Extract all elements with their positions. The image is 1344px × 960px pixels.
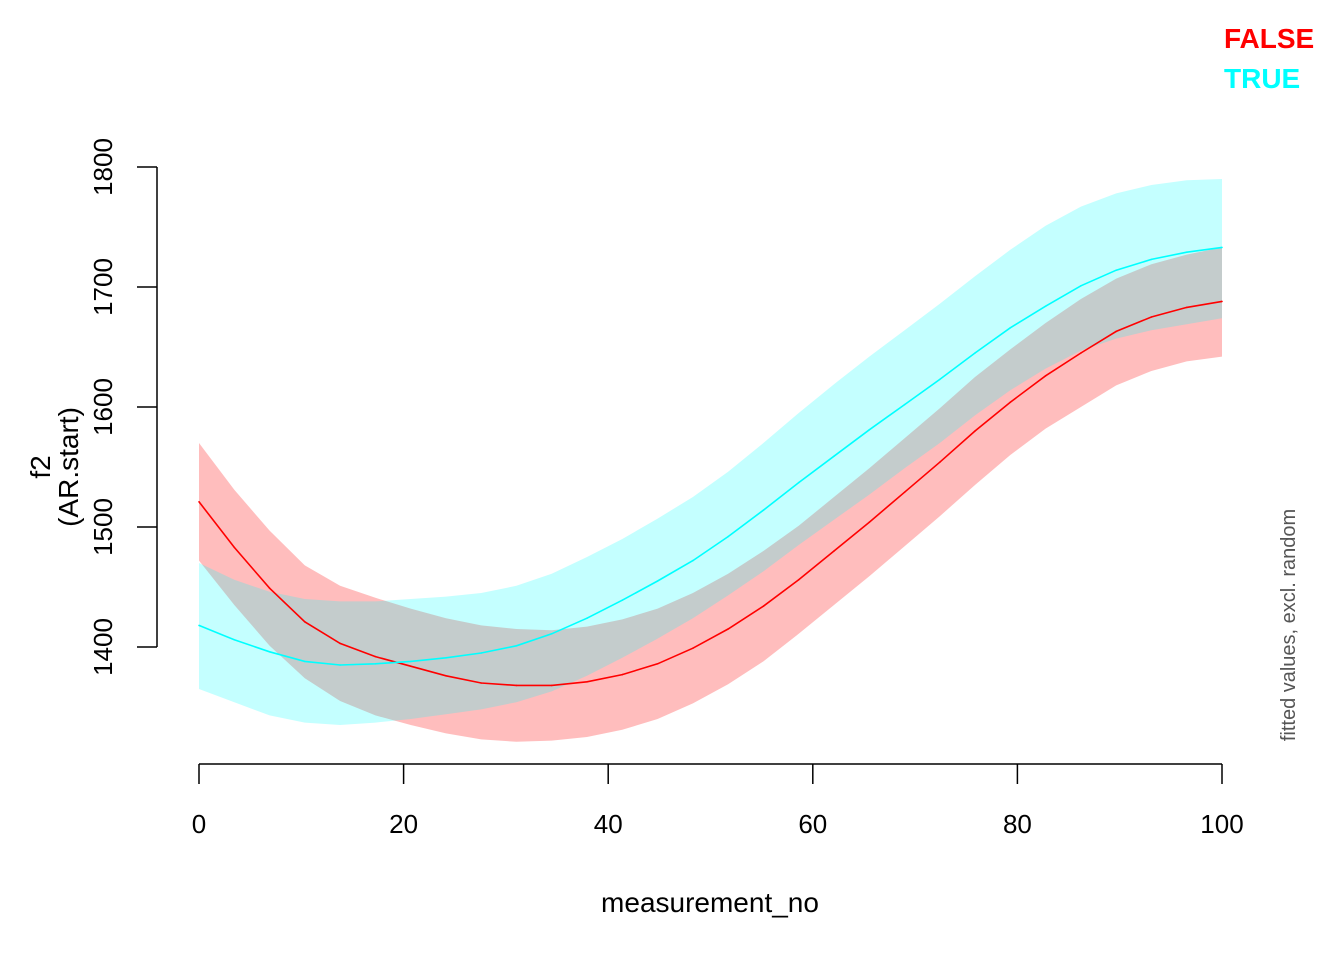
data-point-false — [974, 430, 976, 432]
data-point-false — [868, 521, 871, 523]
data-point-false — [1115, 330, 1117, 333]
data-point-true — [374, 663, 377, 665]
data-point-false — [727, 628, 729, 630]
data-point-false — [1044, 375, 1047, 377]
data-point-false — [692, 647, 694, 649]
fit-line-false — [198, 300, 1223, 687]
y-ticks: 1400 1500 1600 1700 1800 — [88, 138, 157, 676]
data-point-true — [233, 639, 236, 641]
y-tick-label: 1700 — [88, 258, 118, 316]
y-axis: 1400 1500 1600 1700 1800 — [88, 138, 158, 676]
data-point-false — [374, 655, 377, 658]
x-tick-label: 100 — [1200, 809, 1243, 839]
data-point-false — [304, 621, 306, 623]
y-axis-label-line1: f2 — [25, 455, 56, 478]
x-tick-label: 80 — [1003, 809, 1032, 839]
confidence-band-false — [199, 247, 1222, 742]
data-point-true — [339, 664, 341, 666]
data-point-true — [868, 429, 871, 431]
y-axis-label: f2 (AR.start) — [25, 407, 84, 527]
data-point-false — [445, 675, 447, 677]
x-ticks: 0 20 40 60 80 100 — [192, 764, 1244, 839]
data-point-true — [833, 455, 835, 458]
data-point-true — [409, 660, 412, 663]
data-point-true — [621, 599, 624, 601]
data-point-false — [621, 673, 624, 676]
data-point-true — [939, 378, 941, 381]
data-point-true — [1044, 305, 1047, 308]
fitted-lines — [198, 246, 1223, 687]
series-true — [198, 246, 1223, 666]
data-point-true — [586, 617, 588, 619]
data-point-true — [1221, 246, 1223, 249]
data-point-false — [233, 546, 236, 549]
data-point-false — [550, 684, 553, 687]
data-point-true — [797, 481, 800, 484]
legend: FALSE TRUE — [1224, 23, 1314, 94]
data-point-false — [268, 587, 271, 589]
data-point-true — [480, 652, 483, 654]
data-point-true — [268, 651, 271, 653]
legend-entry-false: FALSE — [1224, 23, 1314, 54]
side-note: fitted values, excl. random — [1278, 509, 1300, 741]
data-point-true — [304, 660, 306, 663]
confidence-bands — [199, 179, 1222, 742]
y-axis-label-line2: (AR.start) — [53, 407, 84, 527]
data-point-true — [1150, 258, 1153, 261]
data-point-true — [445, 657, 447, 659]
data-point-false — [833, 550, 835, 552]
data-point-false — [1009, 401, 1012, 404]
data-point-false — [1221, 300, 1223, 303]
data-point-true — [1009, 327, 1012, 329]
data-point-false — [1150, 316, 1153, 318]
y-tick-label: 1400 — [88, 618, 118, 676]
x-axis-label: measurement_no — [601, 887, 819, 918]
data-point-false — [762, 605, 765, 607]
data-point-false — [409, 665, 412, 667]
data-point-false — [656, 663, 659, 665]
data-point-true — [1185, 251, 1188, 253]
data-point-true — [656, 580, 659, 582]
data-point-false — [198, 501, 200, 503]
fit-line-true — [198, 246, 1223, 666]
data-point-false — [903, 491, 906, 494]
data-point-false — [797, 579, 800, 581]
data-point-true — [1080, 285, 1082, 287]
data-point-false — [1080, 352, 1082, 354]
data-point-true — [727, 535, 729, 538]
data-point-true — [198, 624, 200, 627]
data-point-true — [515, 645, 518, 647]
data-point-true — [550, 633, 553, 635]
data-point-true — [903, 403, 906, 406]
data-point-true — [1115, 269, 1117, 272]
series-false — [198, 300, 1223, 687]
data-point-false — [339, 642, 341, 645]
x-tick-label: 60 — [798, 809, 827, 839]
data-point-true — [974, 352, 976, 354]
data-point-false — [1185, 306, 1188, 309]
data-point-false — [515, 684, 518, 687]
x-axis: 0 20 40 60 80 100 — [192, 763, 1244, 839]
x-tick-label: 20 — [389, 809, 418, 839]
data-point-false — [480, 682, 483, 684]
x-tick-label: 40 — [594, 809, 623, 839]
confidence-band-true — [199, 179, 1222, 725]
y-tick-label: 1800 — [88, 138, 118, 196]
y-tick-label: 1600 — [88, 378, 118, 436]
legend-entry-true: TRUE — [1224, 63, 1300, 94]
data-point-true — [762, 509, 765, 512]
y-tick-label: 1500 — [88, 498, 118, 556]
data-point-false — [939, 461, 941, 464]
data-point-false — [586, 681, 588, 683]
data-point-true — [692, 559, 694, 562]
x-tick-label: 0 — [192, 809, 206, 839]
